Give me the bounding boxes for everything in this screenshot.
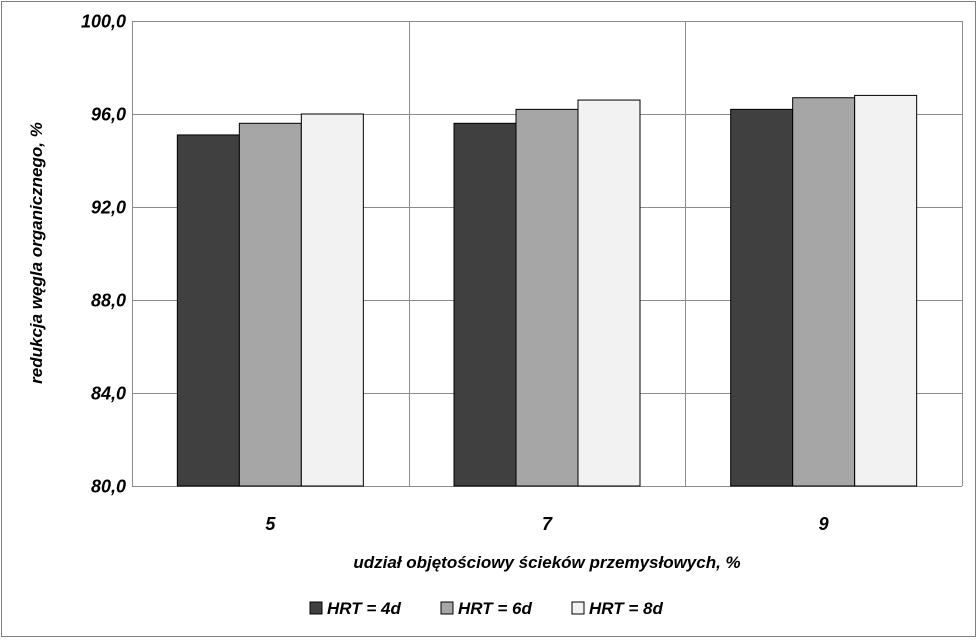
x-tick-label: 5 <box>265 514 276 534</box>
y-tick-label: 88,0 <box>91 291 126 311</box>
x-axis-tick-labels: 5 7 9 <box>265 514 828 534</box>
x-tick-label: 7 <box>542 514 553 534</box>
bar <box>730 108 794 487</box>
bar <box>300 113 364 487</box>
bar <box>577 99 641 487</box>
bar <box>176 134 240 487</box>
legend-swatch <box>309 601 323 615</box>
bar <box>453 122 517 487</box>
bars <box>176 94 918 487</box>
legend-swatch <box>571 601 585 615</box>
y-axis-tick-labels: 80,0 84,0 88,0 92,0 96,0 100,0 <box>81 12 126 497</box>
legend: HRT = 4d HRT = 6d HRT = 8d <box>309 599 663 618</box>
legend-label: HRT = 8d <box>589 599 663 618</box>
legend-label: HRT = 4d <box>327 599 401 618</box>
y-axis-title: redukcja węgla organicznego, % <box>27 122 46 384</box>
bar <box>854 94 918 487</box>
y-tick-label: 92,0 <box>91 198 126 218</box>
y-tick-label: 84,0 <box>91 384 126 404</box>
x-axis-title: udział objętościowy ścieków przemysłowyc… <box>353 553 740 572</box>
y-tick-label: 80,0 <box>91 477 126 497</box>
bar <box>515 108 579 487</box>
legend-label: HRT = 6d <box>458 599 532 618</box>
legend-swatch <box>440 601 454 615</box>
y-tick-label: 100,0 <box>81 12 126 32</box>
bar <box>792 97 856 487</box>
bar <box>238 122 302 487</box>
x-tick-label: 9 <box>819 514 829 534</box>
y-tick-label: 96,0 <box>91 105 126 125</box>
